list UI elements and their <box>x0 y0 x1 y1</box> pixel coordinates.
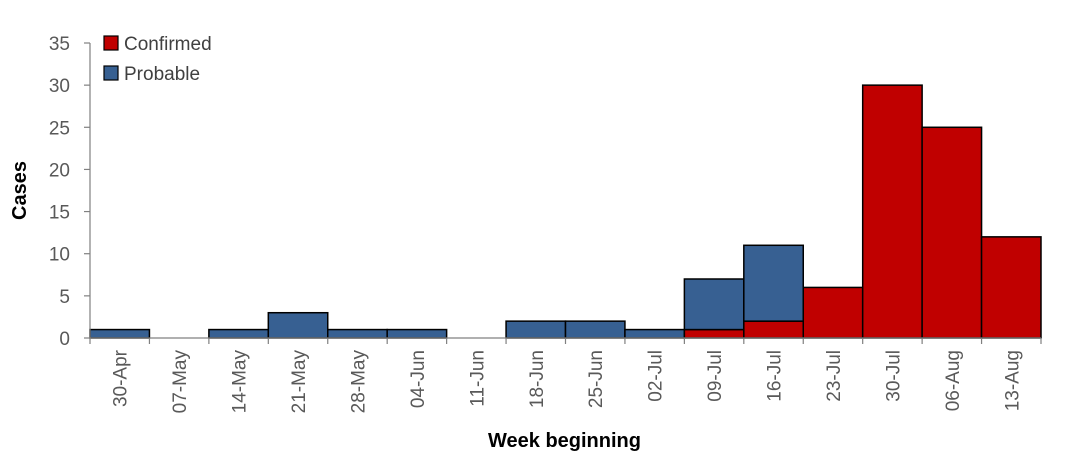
x-tick-label: 23-Jul <box>824 350 845 402</box>
x-axis-ticks: 30-Apr 07-May 14-May 21-May 28-May 04-Jun 11-J… <box>89 338 1042 414</box>
x-tick-label: 11-Jun <box>467 350 488 407</box>
bar-probable-09-jul <box>683 278 745 331</box>
x-tick-label: 07-May <box>170 350 191 414</box>
x-tick-label: 06-Aug <box>943 350 964 411</box>
bar-probable-28-may <box>327 328 388 339</box>
bar-confirmed-06-aug <box>921 126 983 339</box>
bar-confirmed-09-jul <box>683 328 745 339</box>
x-axis-title: Week beginning <box>488 430 641 452</box>
legend-label-confirmed: Confirmed <box>124 34 212 55</box>
x-tick-label: 18-Jun <box>527 350 548 408</box>
bar-probable-21-may <box>267 311 329 339</box>
legend-swatch-probable <box>103 65 119 81</box>
x-tick-label: 28-May <box>348 350 369 414</box>
x-tick-label: 14-May <box>230 350 251 414</box>
bar-probable-16-jul <box>743 244 804 322</box>
y-tick-label: 25 <box>49 118 70 139</box>
bar-confirmed-13-aug <box>980 236 1042 339</box>
bar-probable-04-jun <box>386 328 448 339</box>
bar-probable-25-jun <box>564 320 626 339</box>
bar-confirmed-23-jul <box>802 286 864 339</box>
x-tick-label: 02-Jul <box>646 350 667 402</box>
bar-probable-18-jun <box>505 320 567 339</box>
bars-group <box>89 84 1042 339</box>
legend-label-probable: Probable <box>124 64 200 85</box>
legend: Confirmed Probable <box>103 34 212 85</box>
x-tick-label: 25-Jun <box>586 350 607 408</box>
bar-probable-30-apr <box>89 328 151 339</box>
x-tick-label: 13-Aug <box>1002 350 1023 411</box>
y-tick-label: 5 <box>59 287 70 308</box>
bar-confirmed-30-jul <box>861 84 923 339</box>
legend-swatch-confirmed <box>103 35 119 51</box>
x-tick-label: 30-Jul <box>883 350 904 402</box>
y-tick-label: 35 <box>49 34 70 55</box>
y-tick-label: 20 <box>49 160 70 181</box>
x-tick-label: 30-Apr <box>111 349 132 407</box>
y-tick-label: 10 <box>49 245 70 266</box>
bar-probable-02-jul <box>624 328 686 339</box>
y-tick-label: 15 <box>49 203 70 224</box>
x-tick-label: 04-Jun <box>408 350 429 408</box>
x-tick-label: 16-Jul <box>765 350 786 402</box>
y-tick-label: 0 <box>59 329 70 350</box>
x-tick-label: 09-Jul <box>705 350 726 402</box>
bar-confirmed-16-jul <box>743 320 804 339</box>
bar-probable-14-may <box>208 328 270 339</box>
y-axis-title: Cases <box>9 161 31 220</box>
y-tick-label: 30 <box>49 76 70 97</box>
x-tick-label: 21-May <box>289 350 310 414</box>
y-axis-ticks: 0 5 10 15 20 25 30 35 <box>49 34 90 350</box>
